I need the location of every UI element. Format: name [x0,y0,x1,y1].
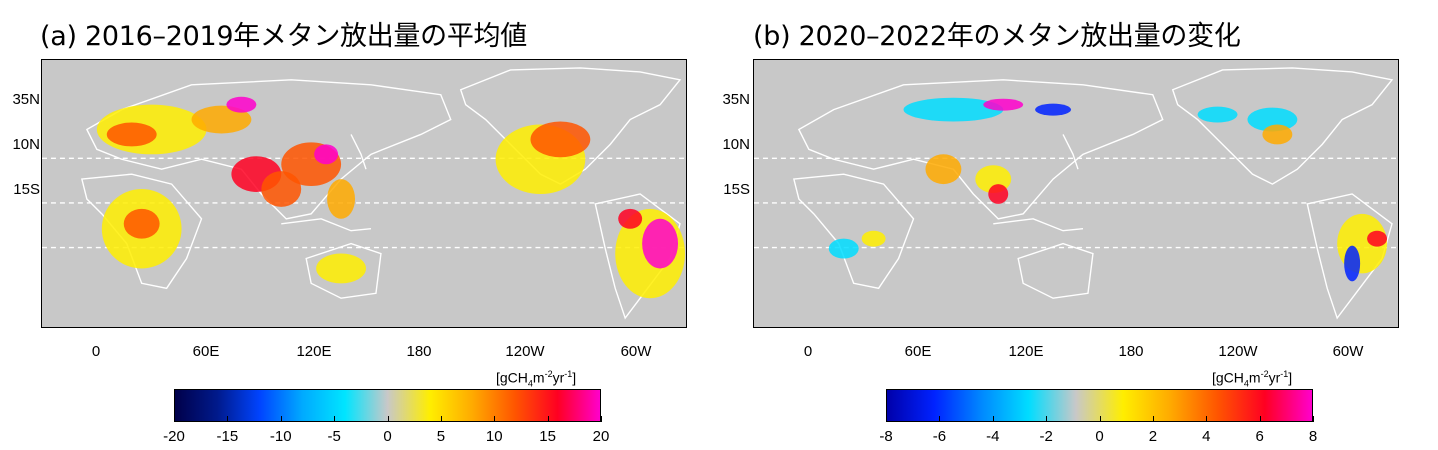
panel-a-coastlines [81,67,682,320]
panel-b-colorbar-tick-label: 0 [1095,428,1104,445]
panel-a-lon-120e: 120E [296,343,332,360]
panel-b-lon-120e: 120E [1008,343,1044,360]
emission-patch [903,97,1004,122]
emission-patch [1035,103,1072,116]
panel-b-lon-60w: 60W [1332,343,1364,360]
panel-a-colorbar-tick-label: 15 [539,428,556,445]
panel-a-lon-60e: 60E [192,343,220,360]
panel-b-map-svg [754,67,1398,320]
panel-b-lat-35n: 35N [722,91,750,108]
panel-a-lon-120w: 120W [505,343,545,360]
panel-b-title: (b) 2020–2022年のメタン放出量の変化 [753,21,1241,52]
panel-a-colorbar-tick-mark [547,416,549,422]
emission-patch [1197,106,1238,123]
panel-b-colorbar-tick-mark [1099,416,1101,422]
emission-patch [530,121,591,158]
panel-a-emission-patches [96,96,686,299]
panel-a-colorbar-tick-mark [227,416,229,422]
panel-a-colorbar-tick-label: -15 [216,428,239,445]
panel-a-colorbar-tick-label: 20 [592,428,610,445]
emission-patch [123,208,160,239]
panel-a-colorbar-tick-label: 5 [436,428,446,445]
panel-b-colorbar-tick-mark [1046,416,1048,422]
panel-b-colorbar-tick-mark [1152,416,1154,422]
panel-b-lon-0: 0 [803,343,813,360]
panel-a-colorbar-tick-mark [334,416,336,422]
panel-a-colorbar-tick-mark [387,416,389,422]
emission-patch [316,253,366,284]
panel-b-colorbar-tick-label: 8 [1308,428,1318,445]
emission-patch [861,230,886,247]
panel-b-colorbar-tick-label: 2 [1148,428,1158,445]
panel-a-title: (a) 2016–2019年メタン放出量の平均値 [40,21,527,52]
emission-patch [106,122,157,147]
emission-patch [642,218,679,269]
panel-b-colorbar-tick-mark [939,416,941,422]
emission-patch [1367,230,1388,247]
panel-b-colorbar-tick-label: -2 [1039,428,1053,445]
panel-b-colorbar-tick-mark [1206,416,1208,422]
panel-a-colorbar-tick-mark [440,416,442,422]
panel-b-colorbar-tick-mark [1259,416,1261,422]
emission-patch [983,98,1024,111]
panel-a-colorbar-tick-mark [494,416,496,422]
emission-patch [327,179,356,219]
panel-b-lat-10n: 10N [722,136,750,153]
panel-b-lon-120w: 120W [1218,343,1258,360]
emission-patch [314,144,339,165]
panel-a-lon-0: 0 [91,343,101,360]
emission-patch [1262,124,1293,145]
panel-a-colorbar-tick-label: 10 [485,428,503,445]
panel-a-lat-10n: 10N [12,136,40,153]
panel-a-colorbar-unit: [gCH4m-2yr-1] [496,369,577,389]
panel-a-colorbar-tick-mark [601,416,602,422]
panel-a-map [41,59,687,328]
panel-a-colorbar-tick-label: -20 [163,428,185,445]
panel-a-lat-15s: 15S [13,181,40,198]
panel-a-colorbar-tick-mark [174,416,175,422]
emission-patch [618,208,643,229]
panel-b-colorbar-tick-label: 6 [1255,428,1264,445]
panel-b-colorbar-tick-mark [886,416,887,422]
panel-b-lat-15s: 15S [723,181,750,198]
panel-b-colorbar-tick-label: 4 [1202,428,1211,445]
emission-patch [226,96,257,113]
panel-b-colorbar-tick-mark [992,416,994,422]
panel-a-colorbar-tick-label: -5 [327,428,341,445]
panel-b-colorbar-tick-label: -6 [932,428,947,445]
panel-b-colorbar-tick-label: -4 [986,428,1000,445]
panel-a-map-svg [42,67,686,320]
emission-patch [1344,245,1361,282]
panel-b-map [753,59,1399,328]
emission-patch [925,154,962,185]
panel-a-lon-180: 180 [406,343,432,360]
panel-a-lon-60w: 60W [620,343,652,360]
panel-a-colorbar-tick-label: -10 [269,428,292,445]
panel-b-emission-patches [828,97,1388,282]
panel-a-colorbar-tick-label: 0 [383,428,392,445]
panel-b-lon-180: 180 [1118,343,1144,360]
panel-b-latitude-lines [754,157,1398,249]
emission-patch [1247,107,1298,132]
panel-b-colorbar-unit: [gCH4m-2yr-1] [1212,369,1293,389]
panel-b-coastlines [793,67,1394,320]
emission-patch [191,105,252,134]
panel-a-colorbar-tick-mark [280,416,282,422]
emission-patch [988,184,1009,204]
panel-a-lat-35n: 35N [12,91,40,108]
panel-b-colorbar-tick-label: -8 [879,428,893,445]
emission-patch [828,238,859,259]
panel-b-colorbar-tick-mark [1313,416,1314,422]
panel-b-lon-60e: 60E [904,343,932,360]
